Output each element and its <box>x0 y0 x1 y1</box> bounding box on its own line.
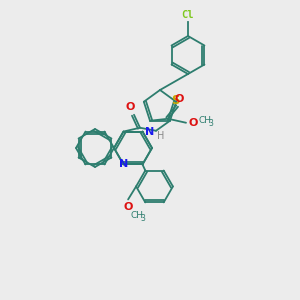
Text: O: O <box>188 118 197 128</box>
Text: O: O <box>123 202 133 212</box>
Text: H: H <box>157 131 164 141</box>
Text: CH: CH <box>130 212 143 220</box>
Text: N: N <box>119 160 128 170</box>
Text: CH: CH <box>198 116 211 125</box>
Text: N: N <box>145 127 154 137</box>
Text: O: O <box>174 94 184 104</box>
Text: 3: 3 <box>208 119 213 128</box>
Text: Cl: Cl <box>182 10 194 20</box>
Text: S: S <box>171 94 179 107</box>
Text: O: O <box>125 102 135 112</box>
Text: 3: 3 <box>140 214 145 224</box>
